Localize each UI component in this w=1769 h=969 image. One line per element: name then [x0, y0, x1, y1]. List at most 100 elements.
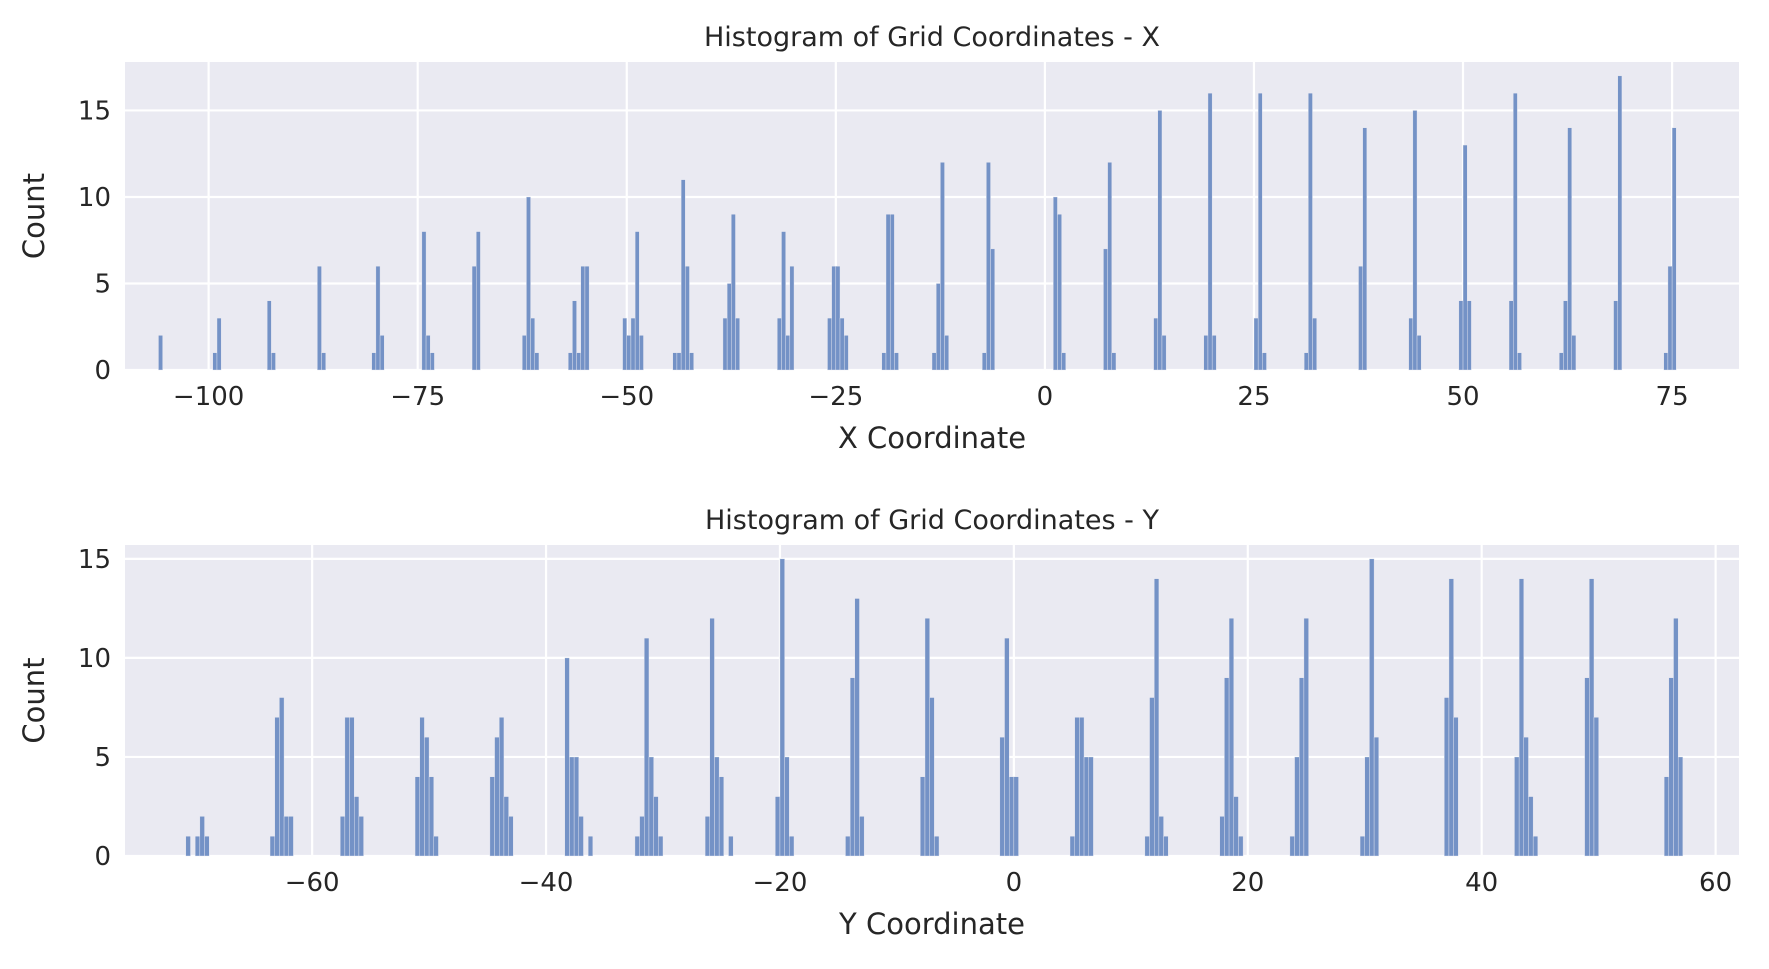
histogram-bar [1257, 92, 1263, 371]
histogram-bar [777, 317, 782, 371]
histogram-bar [1671, 127, 1677, 371]
histogram-bar [1571, 335, 1577, 371]
histogram-bar [194, 835, 201, 857]
histogram-bar [414, 776, 420, 857]
histogram-bar [1513, 92, 1518, 371]
histogram-bar [726, 283, 732, 371]
histogram-bar [639, 816, 645, 857]
chart-title: Histogram of Grid Coordinates - Y [705, 505, 1159, 536]
histogram-bar [1412, 110, 1418, 371]
histogram-y-panel: −60 −40 −20 0 20 40 60 0 5 10 15 Histogram of Gri… [17, 505, 1739, 941]
histogram-bar [1013, 776, 1019, 857]
histogram-bar [1364, 756, 1370, 857]
x-tick-label: −20 [753, 868, 808, 898]
histogram-bar [1523, 736, 1529, 857]
y-tick-label: 0 [94, 842, 111, 872]
histogram-bar [1057, 214, 1062, 371]
histogram-bar [358, 816, 364, 857]
histogram-bar [1567, 127, 1572, 371]
histogram-bar [931, 352, 937, 371]
histogram-bar [990, 248, 995, 371]
histogram-bar [785, 335, 791, 371]
histogram-bar [489, 776, 495, 857]
histogram-bar [1107, 162, 1112, 371]
histogram-bar [1677, 756, 1684, 857]
histogram-bar [1069, 835, 1075, 857]
histogram-bar [680, 179, 686, 371]
histogram-bar [1448, 578, 1454, 857]
x-tick-label: −40 [519, 868, 574, 898]
histogram-bar [920, 776, 926, 857]
histogram-bar [534, 352, 540, 371]
y-tick-label: 10 [78, 644, 111, 674]
histogram-bar [354, 796, 360, 857]
y-tick-label: 0 [94, 356, 111, 386]
histogram-bar [1613, 300, 1618, 371]
histogram-bar [622, 317, 627, 371]
histogram-bar [499, 717, 505, 857]
histogram-bar [644, 637, 650, 857]
histogram-bar [1508, 300, 1514, 371]
histogram-bar [419, 717, 425, 857]
histogram-bar [430, 352, 435, 371]
histogram-bar [889, 214, 895, 371]
histogram-bar [789, 265, 795, 371]
histogram-bar [1362, 127, 1368, 371]
histogram-bar [1154, 578, 1160, 857]
histogram-bar [779, 558, 785, 857]
y-axis-label: Count [17, 657, 51, 743]
histogram-bar [371, 352, 377, 371]
x-tick-label: 75 [1656, 382, 1689, 412]
histogram-bar [1203, 335, 1209, 371]
histogram-bar [839, 317, 845, 371]
histogram-bar [288, 816, 294, 857]
histogram-bar [569, 756, 575, 857]
histogram-bar [1153, 317, 1158, 371]
histogram-bar [704, 816, 710, 857]
histogram-bar [379, 335, 385, 371]
histogram-bar [1528, 796, 1534, 857]
histogram-bar [199, 816, 205, 857]
histogram-bar [648, 756, 654, 857]
histogram-bar [1228, 618, 1234, 857]
x-tick-label: 0 [1037, 382, 1054, 412]
histogram-bar [1157, 110, 1163, 371]
histogram-bar [526, 196, 531, 371]
histogram-bar [924, 618, 930, 857]
histogram-bar [935, 283, 941, 371]
plot-background [125, 62, 1739, 370]
histogram-bar [672, 352, 678, 371]
histogram-bar [587, 835, 594, 857]
histogram-bar [859, 816, 865, 857]
histogram-bar [1663, 776, 1670, 857]
histogram-bar [269, 835, 275, 857]
histogram-bar [1308, 92, 1313, 371]
histogram-bar [689, 352, 694, 371]
histogram-bar [1061, 352, 1067, 371]
x-tick-label: 40 [1465, 868, 1498, 898]
histogram-bar [1004, 637, 1010, 857]
histogram-bar [576, 352, 581, 371]
histogram-bar [580, 265, 586, 371]
histogram-bar [216, 317, 222, 371]
histogram-bar [274, 717, 280, 857]
histogram-bar [573, 756, 579, 857]
histogram-bar [929, 697, 935, 857]
histogram-bars [185, 558, 1684, 857]
histogram-bar [728, 835, 734, 857]
histogram-bar [1294, 756, 1300, 857]
histogram-bar [522, 335, 527, 371]
histogram-bar [1358, 265, 1363, 371]
histogram-bar [1211, 335, 1217, 371]
histogram-bar [1008, 776, 1015, 857]
histogram-bar [775, 796, 781, 857]
histogram-bar [1303, 618, 1309, 857]
histogram-bar [1158, 816, 1164, 857]
histogram-bar [425, 335, 431, 371]
y-tick-label: 15 [78, 96, 111, 126]
histogram-bar [789, 835, 795, 857]
histogram-bar [1593, 717, 1599, 857]
histogram-bar [1079, 717, 1085, 857]
x-tick-labels: −60 −40 −20 0 20 40 60 [285, 868, 1732, 898]
histogram-bar [784, 756, 790, 857]
